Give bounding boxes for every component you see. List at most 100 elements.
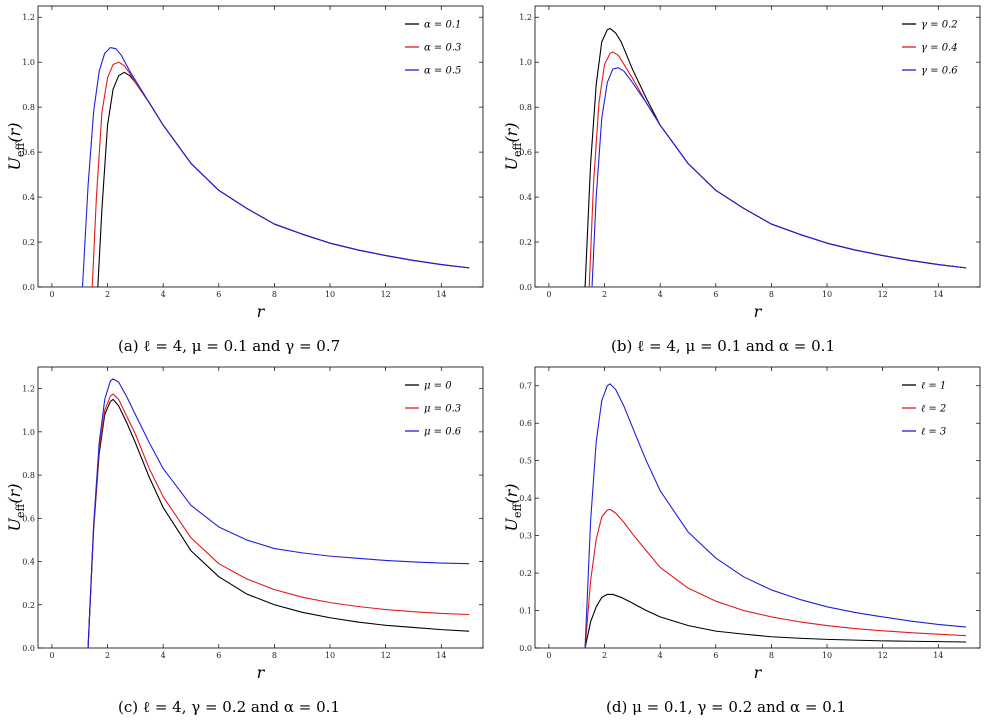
y-tick-label: 0.2 bbox=[519, 569, 532, 578]
y-tick-label: 0.4 bbox=[519, 494, 532, 503]
x-tick-label: 14 bbox=[436, 651, 446, 660]
series-line-2 bbox=[588, 51, 967, 287]
chart-panel-d: 0 2 4 6 8 10 12 14 0.0 0.1 0.2 0.3 0.4 0.5 0.6 0.7 r Ueff… bbox=[497, 361, 994, 722]
series-line-1 bbox=[87, 398, 470, 648]
series-line-2 bbox=[91, 61, 470, 287]
svg-text:Ueff(r): Ueff(r) bbox=[502, 123, 524, 171]
legend-label-3: γ = 0.6 bbox=[921, 66, 958, 77]
svg-text:Ueff(r): Ueff(r) bbox=[5, 123, 27, 171]
x-axis-label: r bbox=[257, 663, 266, 682]
x-tick-label: 12 bbox=[381, 651, 391, 660]
legend-label-2: α = 0.3 bbox=[424, 43, 461, 54]
y-tick-label: 0.0 bbox=[22, 644, 35, 653]
y-tick-label: 0.8 bbox=[22, 471, 35, 480]
x-tick-label: 0 bbox=[49, 651, 54, 660]
x-tick-label: 12 bbox=[878, 290, 888, 299]
legend-label-1: α = 0.1 bbox=[424, 20, 461, 31]
chart-a-svg: 0 2 4 6 8 10 12 14 0.0 0.2 0.4 0.6 0.8 1.0 1.2 r Ueff(r)… bbox=[5, 5, 484, 321]
y-tick-label: 0.6 bbox=[519, 148, 532, 157]
x-tick-label: 8 bbox=[769, 290, 774, 299]
x-tick-label: 6 bbox=[713, 651, 718, 660]
chart-b-caption: (b) ℓ = 4, μ = 0.1 and α = 0.1 bbox=[611, 337, 835, 355]
y-tick-label: 1.0 bbox=[22, 58, 35, 67]
y-tick-label: 0.8 bbox=[519, 103, 532, 112]
x-tick-label: 8 bbox=[769, 651, 774, 660]
x-tick-label: 8 bbox=[272, 290, 277, 299]
y-tick-label: 0.3 bbox=[519, 532, 532, 541]
y-tick-label: 0.4 bbox=[22, 193, 35, 202]
series-line-3 bbox=[81, 47, 470, 287]
x-tick-label: 4 bbox=[161, 290, 166, 299]
x-tick-label: 4 bbox=[658, 651, 663, 660]
chart-panel-a: 0 2 4 6 8 10 12 14 0.0 0.2 0.4 0.6 0.8 1.0 1.2 r Ueff(r)… bbox=[0, 0, 497, 361]
y-tick-label: 0.6 bbox=[22, 514, 35, 523]
legend-label-3: ℓ = 3 bbox=[921, 427, 946, 438]
x-tick-label: 2 bbox=[105, 290, 110, 299]
y-tick-label: 0.0 bbox=[519, 644, 532, 653]
series-line-3 bbox=[584, 383, 967, 648]
y-tick-label: 0.7 bbox=[519, 382, 532, 391]
legend-label-1: γ = 0.2 bbox=[921, 20, 958, 31]
plot-frame bbox=[37, 5, 484, 288]
x-tick-label: 8 bbox=[272, 651, 277, 660]
x-axis-label: r bbox=[754, 302, 763, 321]
series-line-1 bbox=[584, 593, 967, 648]
legend-label-2: μ = 0.3 bbox=[424, 404, 461, 415]
y-tick-label: 0.2 bbox=[22, 601, 35, 610]
x-tick-label: 6 bbox=[216, 651, 221, 660]
svg-text:Ueff(r): Ueff(r) bbox=[5, 484, 27, 532]
x-tick-label: 12 bbox=[381, 290, 391, 299]
y-tick-label: 0.2 bbox=[22, 238, 35, 247]
x-tick-label: 10 bbox=[325, 651, 335, 660]
x-tick-label: 2 bbox=[602, 651, 607, 660]
y-axis-label: Ueff(r) bbox=[5, 123, 27, 171]
x-tick-label: 10 bbox=[325, 290, 335, 299]
chart-c-caption: (c) ℓ = 4, γ = 0.2 and α = 0.1 bbox=[118, 698, 340, 716]
svg-text:Ueff(r): Ueff(r) bbox=[502, 484, 524, 532]
y-tick-label: 1.0 bbox=[22, 428, 35, 437]
plot-frame bbox=[534, 5, 981, 288]
legend-label-2: ℓ = 2 bbox=[921, 404, 946, 415]
chart-d-svg: 0 2 4 6 8 10 12 14 0.0 0.1 0.2 0.3 0.4 0.5 0.6 0.7 r Ueff… bbox=[502, 366, 981, 682]
y-tick-label: 0.6 bbox=[519, 419, 532, 428]
x-axis-label: r bbox=[754, 663, 763, 682]
x-tick-label: 12 bbox=[878, 651, 888, 660]
y-tick-label: 1.2 bbox=[22, 13, 35, 22]
series-line-2 bbox=[87, 393, 470, 648]
x-tick-label: 10 bbox=[822, 651, 832, 660]
chart-d-caption: (d) μ = 0.1, γ = 0.2 and α = 0.1 bbox=[606, 698, 847, 716]
series-line-2 bbox=[584, 508, 967, 648]
y-axis-label: Ueff(r) bbox=[502, 123, 524, 171]
plot-frame bbox=[37, 366, 484, 649]
y-tick-label: 0.1 bbox=[519, 607, 532, 616]
y-tick-label: 0.5 bbox=[519, 457, 532, 466]
y-axis-label: Ueff(r) bbox=[5, 484, 27, 532]
y-tick-label: 0.8 bbox=[22, 103, 35, 112]
series-line-1 bbox=[97, 71, 470, 287]
chart-b-svg: 0 2 4 6 8 10 12 14 0.0 0.2 0.4 0.6 0.8 1.0 1.2 r Ueff(r)… bbox=[502, 5, 981, 321]
x-axis-label: r bbox=[257, 302, 266, 321]
y-tick-label: 0.0 bbox=[22, 283, 35, 292]
chart-panel-c: 0 2 4 6 8 10 12 14 0.0 0.2 0.4 0.6 0.8 1.0 1.2 r Ueff(r)… bbox=[0, 361, 497, 722]
chart-panel-b: 0 2 4 6 8 10 12 14 0.0 0.2 0.4 0.6 0.8 1.0 1.2 r Ueff(r)… bbox=[497, 0, 994, 361]
x-tick-label: 4 bbox=[161, 651, 166, 660]
x-tick-label: 14 bbox=[933, 651, 943, 660]
x-tick-label: 2 bbox=[602, 290, 607, 299]
y-axis-label: Ueff(r) bbox=[502, 484, 524, 532]
series-line-1 bbox=[584, 27, 967, 287]
x-tick-label: 4 bbox=[658, 290, 663, 299]
legend-label-1: μ = 0 bbox=[424, 381, 452, 392]
y-tick-label: 1.0 bbox=[519, 58, 532, 67]
chart-a-caption: (a) ℓ = 4, μ = 0.1 and γ = 0.7 bbox=[118, 337, 341, 355]
legend-label-3: α = 0.5 bbox=[424, 66, 461, 77]
y-tick-label: 0.4 bbox=[519, 193, 532, 202]
y-tick-label: 0.6 bbox=[22, 148, 35, 157]
y-tick-label: 1.2 bbox=[22, 385, 35, 394]
x-tick-label: 14 bbox=[933, 290, 943, 299]
x-tick-label: 14 bbox=[436, 290, 446, 299]
x-tick-label: 2 bbox=[105, 651, 110, 660]
y-tick-label: 0.2 bbox=[519, 238, 532, 247]
x-tick-label: 0 bbox=[546, 651, 551, 660]
x-tick-label: 6 bbox=[216, 290, 221, 299]
x-tick-label: 0 bbox=[49, 290, 54, 299]
